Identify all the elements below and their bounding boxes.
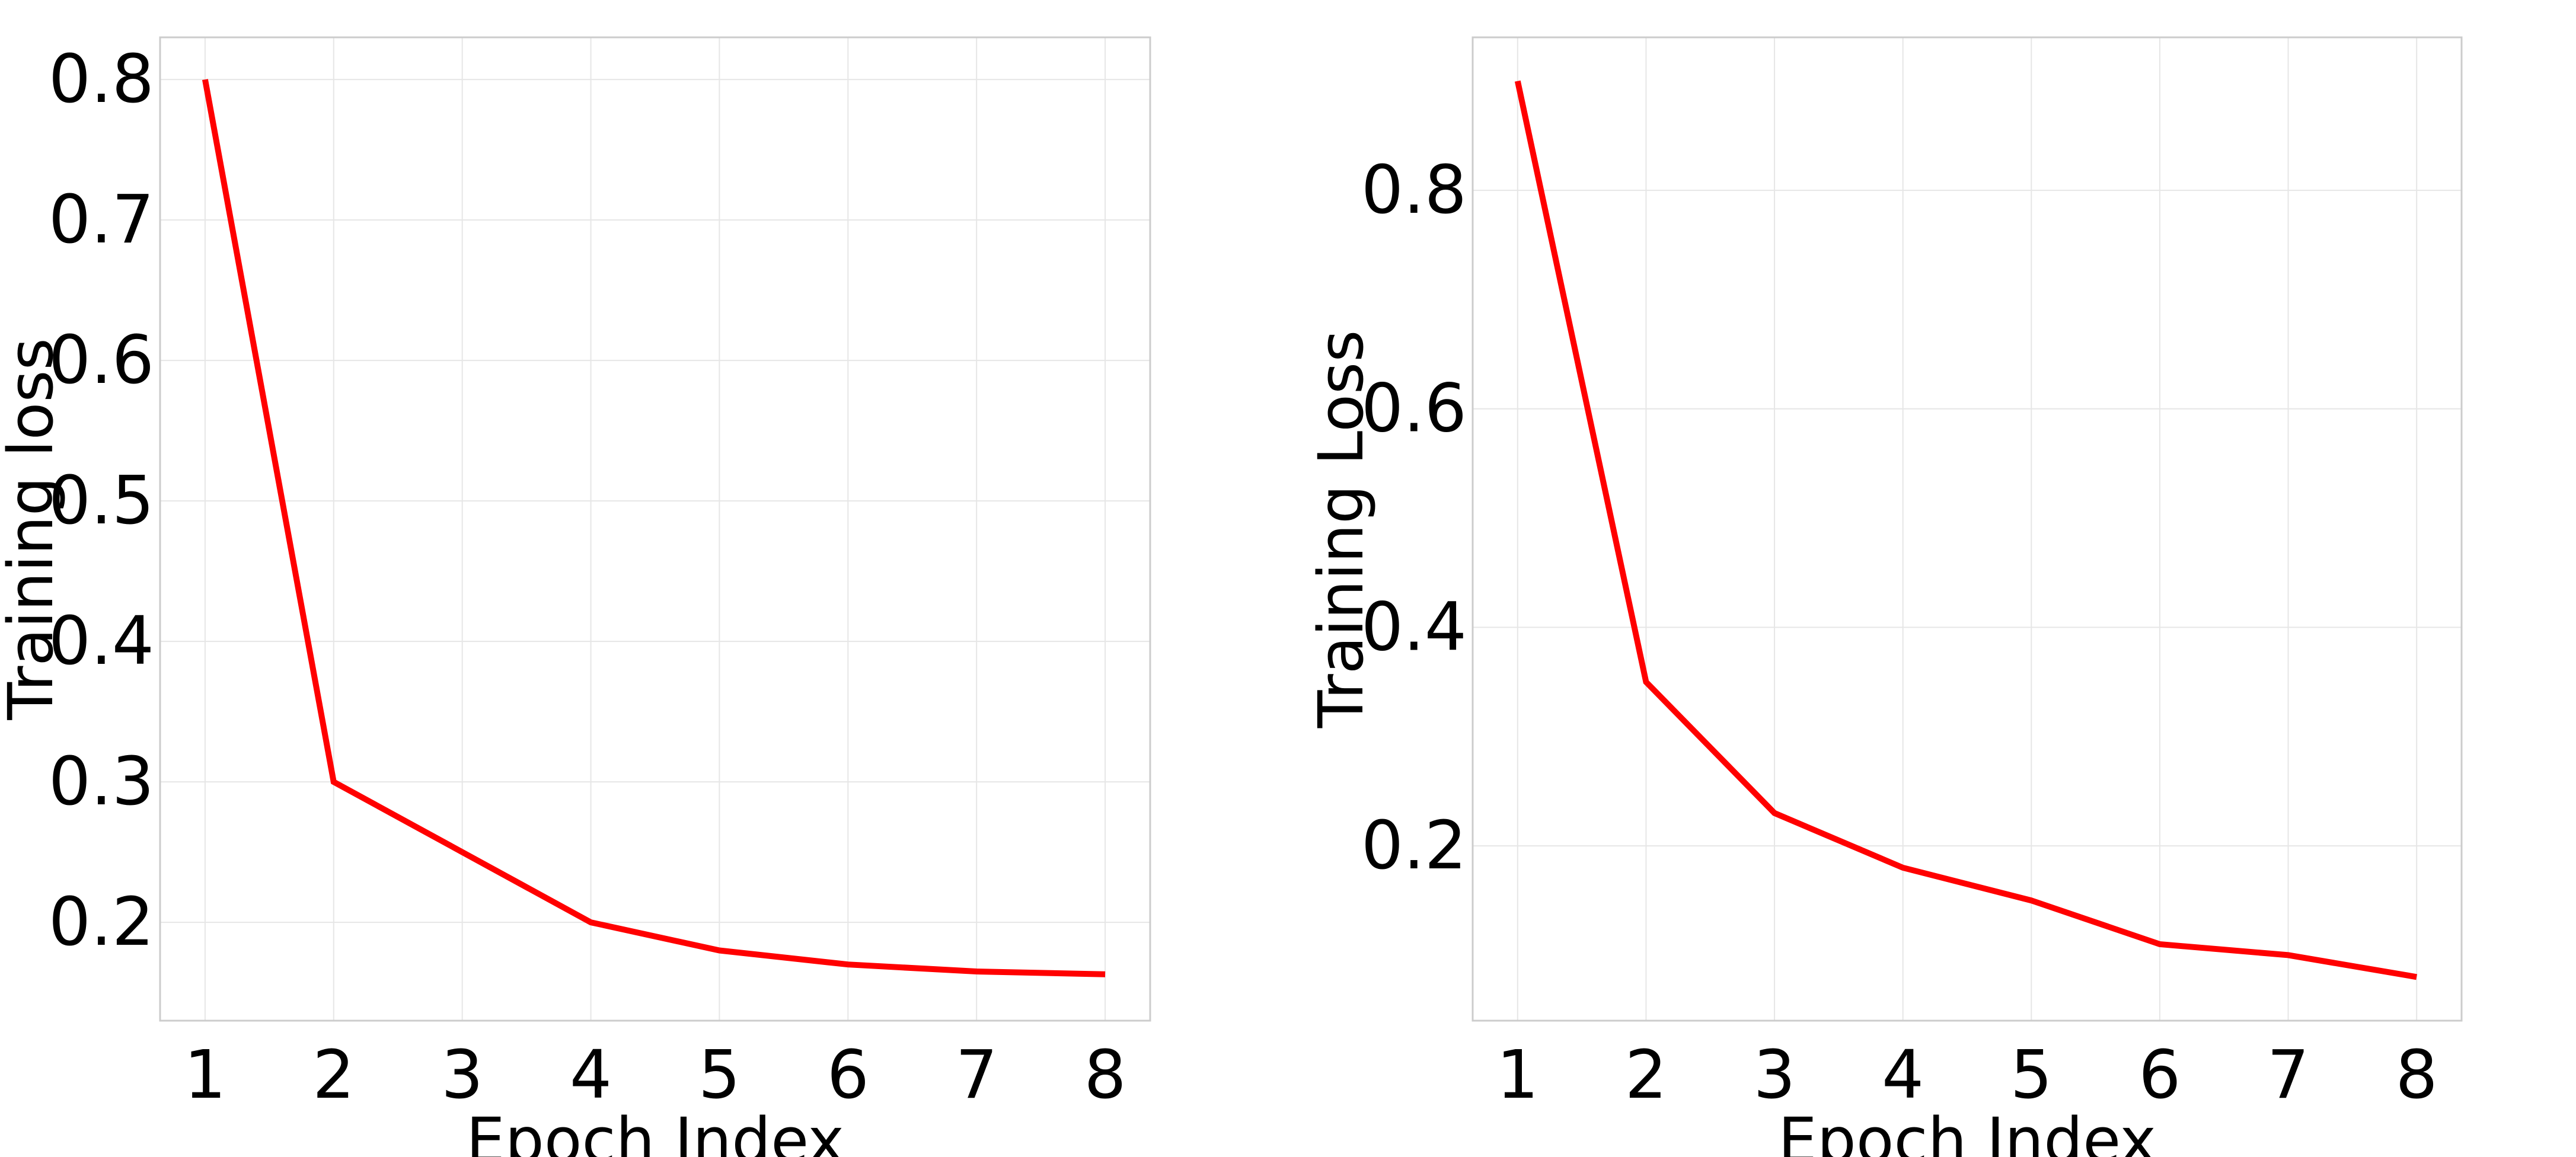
chart-1-x-tick-label: 7 [2267, 1037, 2309, 1114]
chart-1-x-tick-label: 8 [2396, 1037, 2438, 1114]
chart-0-plot-frame [159, 36, 1151, 1022]
chart-1-x-tick-label: 5 [2010, 1037, 2052, 1114]
chart-0-series-line-0 [202, 79, 1106, 977]
chart-0-y-tick-label: 0.4 [49, 603, 154, 680]
chart-1-data-point [2414, 974, 2419, 980]
chart-1-series-line-0 [1514, 80, 2418, 980]
chart-0-y-tick-label: 0.3 [49, 743, 154, 820]
chart-0-data-point [331, 779, 337, 785]
chart-1-plot-frame [1471, 36, 2463, 1022]
chart-0-y-tick-label: 0.8 [49, 41, 154, 118]
chart-0-y-axis-label: Training loss [0, 338, 67, 720]
chart-0-x-tick-label: 8 [1084, 1037, 1126, 1114]
chart-0-data-point [1102, 971, 1108, 977]
chart-1-y-tick-label: 0.8 [1361, 152, 1467, 229]
chart-0-x-axis-label: Epoch Index [466, 1104, 844, 1157]
chart-1-x-tick-label: 2 [1625, 1037, 1667, 1114]
chart-1-x-axis-label: Epoch Index [1778, 1104, 2156, 1157]
chart-1-y-axis-label: Training Loss [1305, 330, 1377, 729]
chart-0-data-point [588, 919, 594, 925]
chart-0-y-tick-label: 0.2 [49, 884, 154, 961]
chart-1-data-point [2028, 897, 2034, 903]
chart-0-x-tick-label: 4 [570, 1037, 612, 1114]
chart-0-data-point [973, 969, 979, 974]
chart-0-x-tick-label: 7 [956, 1037, 998, 1114]
chart-1-y-tick-label: 0.6 [1361, 370, 1467, 448]
chart-1-data-point [1900, 865, 1906, 871]
chart-1-data-point [2285, 952, 2291, 958]
chart-1-data-point [2157, 941, 2163, 947]
chart-0-data-point [202, 76, 208, 82]
chart-1-x-tick-label: 4 [1882, 1037, 1924, 1114]
chart-1-x-tick-label: 6 [2138, 1037, 2181, 1114]
chart-0-y-tick-label: 0.5 [49, 462, 154, 539]
chart-0-data-point [459, 849, 465, 855]
chart-1-x-tick-label: 1 [1496, 1037, 1538, 1114]
chart-0-x-tick-label: 2 [312, 1037, 355, 1114]
chart-0-x-tick-label: 3 [441, 1037, 483, 1114]
chart-0-y-tick-label: 0.7 [49, 181, 154, 258]
chart-0-data-point [845, 961, 851, 967]
chart-0-x-tick-label: 6 [827, 1037, 869, 1114]
chart-1-x-tick-label: 3 [1753, 1037, 1795, 1114]
chart-1-y-tick-label: 0.2 [1361, 807, 1467, 884]
chart-0-y-tick-label: 0.6 [49, 322, 154, 399]
chart-1-data-point [1643, 679, 1649, 685]
chart-0-data-point [716, 948, 722, 954]
left-loss-chart: 1 2 3 4 5 6 7 8 0.2 0.3 0.4 0.5 0.6 0.7 0.8 Epoch Index… [0, 36, 1151, 1157]
chart-0-x-tick-label: 1 [184, 1037, 226, 1114]
right-loss-chart: 1 2 3 4 5 6 7 8 0.2 0.4 0.6 0.8 Epoch Index Training … [1305, 36, 2463, 1157]
chart-1-data-point [1515, 78, 1521, 84]
chart-1-y-tick-label: 0.4 [1361, 589, 1467, 666]
chart-0-x-tick-label: 5 [698, 1037, 740, 1114]
chart-1-data-point [1771, 810, 1777, 816]
